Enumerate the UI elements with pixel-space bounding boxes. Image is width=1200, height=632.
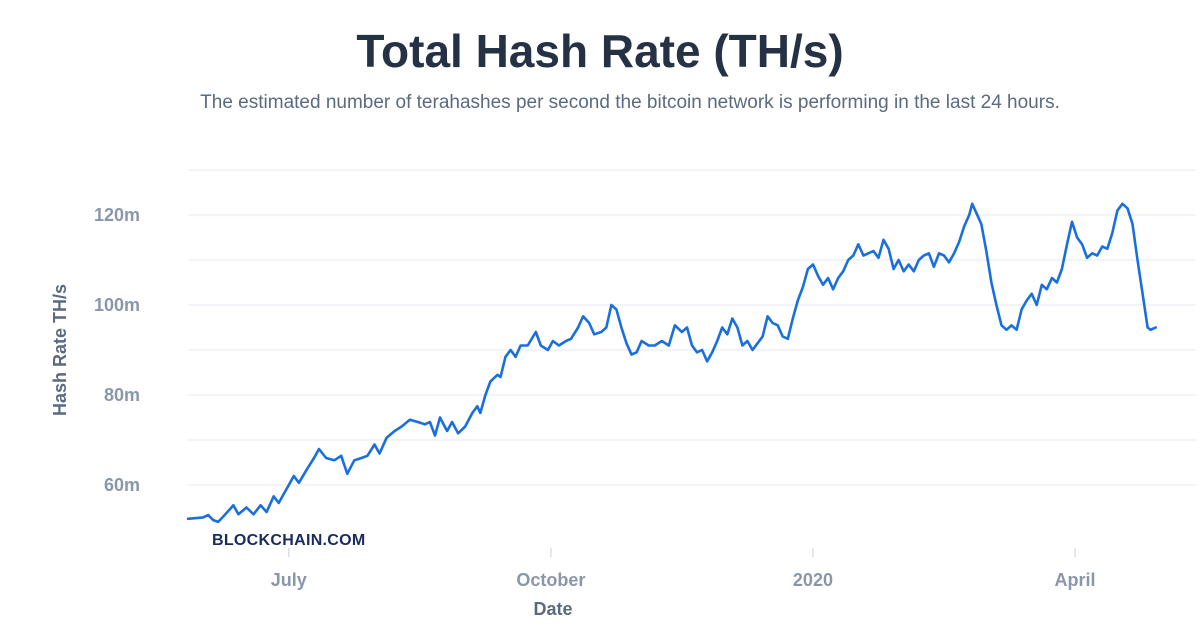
blockchain-logo: BLOCKCHAIN.COM <box>212 532 366 549</box>
x-axis-label: Date <box>533 599 572 619</box>
x-tick-label: July <box>271 570 307 590</box>
gridlines <box>188 169 1196 486</box>
x-axis-ticks: July October 2020 April <box>271 548 1096 590</box>
y-tick-label: 60m <box>104 475 140 495</box>
x-tick-label: April <box>1055 570 1096 590</box>
y-tick-label: 100m <box>94 295 140 315</box>
series-line-hash-rate <box>186 202 1157 524</box>
y-axis-label: Hash Rate TH/s <box>50 284 70 416</box>
x-tick-label: 2020 <box>793 570 833 590</box>
y-tick-label: 80m <box>104 385 140 405</box>
y-axis-ticks: 60m 80m 100m 120m <box>94 205 140 495</box>
chart-subtitle: The estimated number of terahashes per s… <box>200 92 1060 113</box>
x-tick-label: October <box>516 570 585 590</box>
series-layer <box>186 202 1157 524</box>
chart-title: Total Hash Rate (TH/s) <box>356 25 844 77</box>
y-tick-label: 120m <box>94 205 140 225</box>
